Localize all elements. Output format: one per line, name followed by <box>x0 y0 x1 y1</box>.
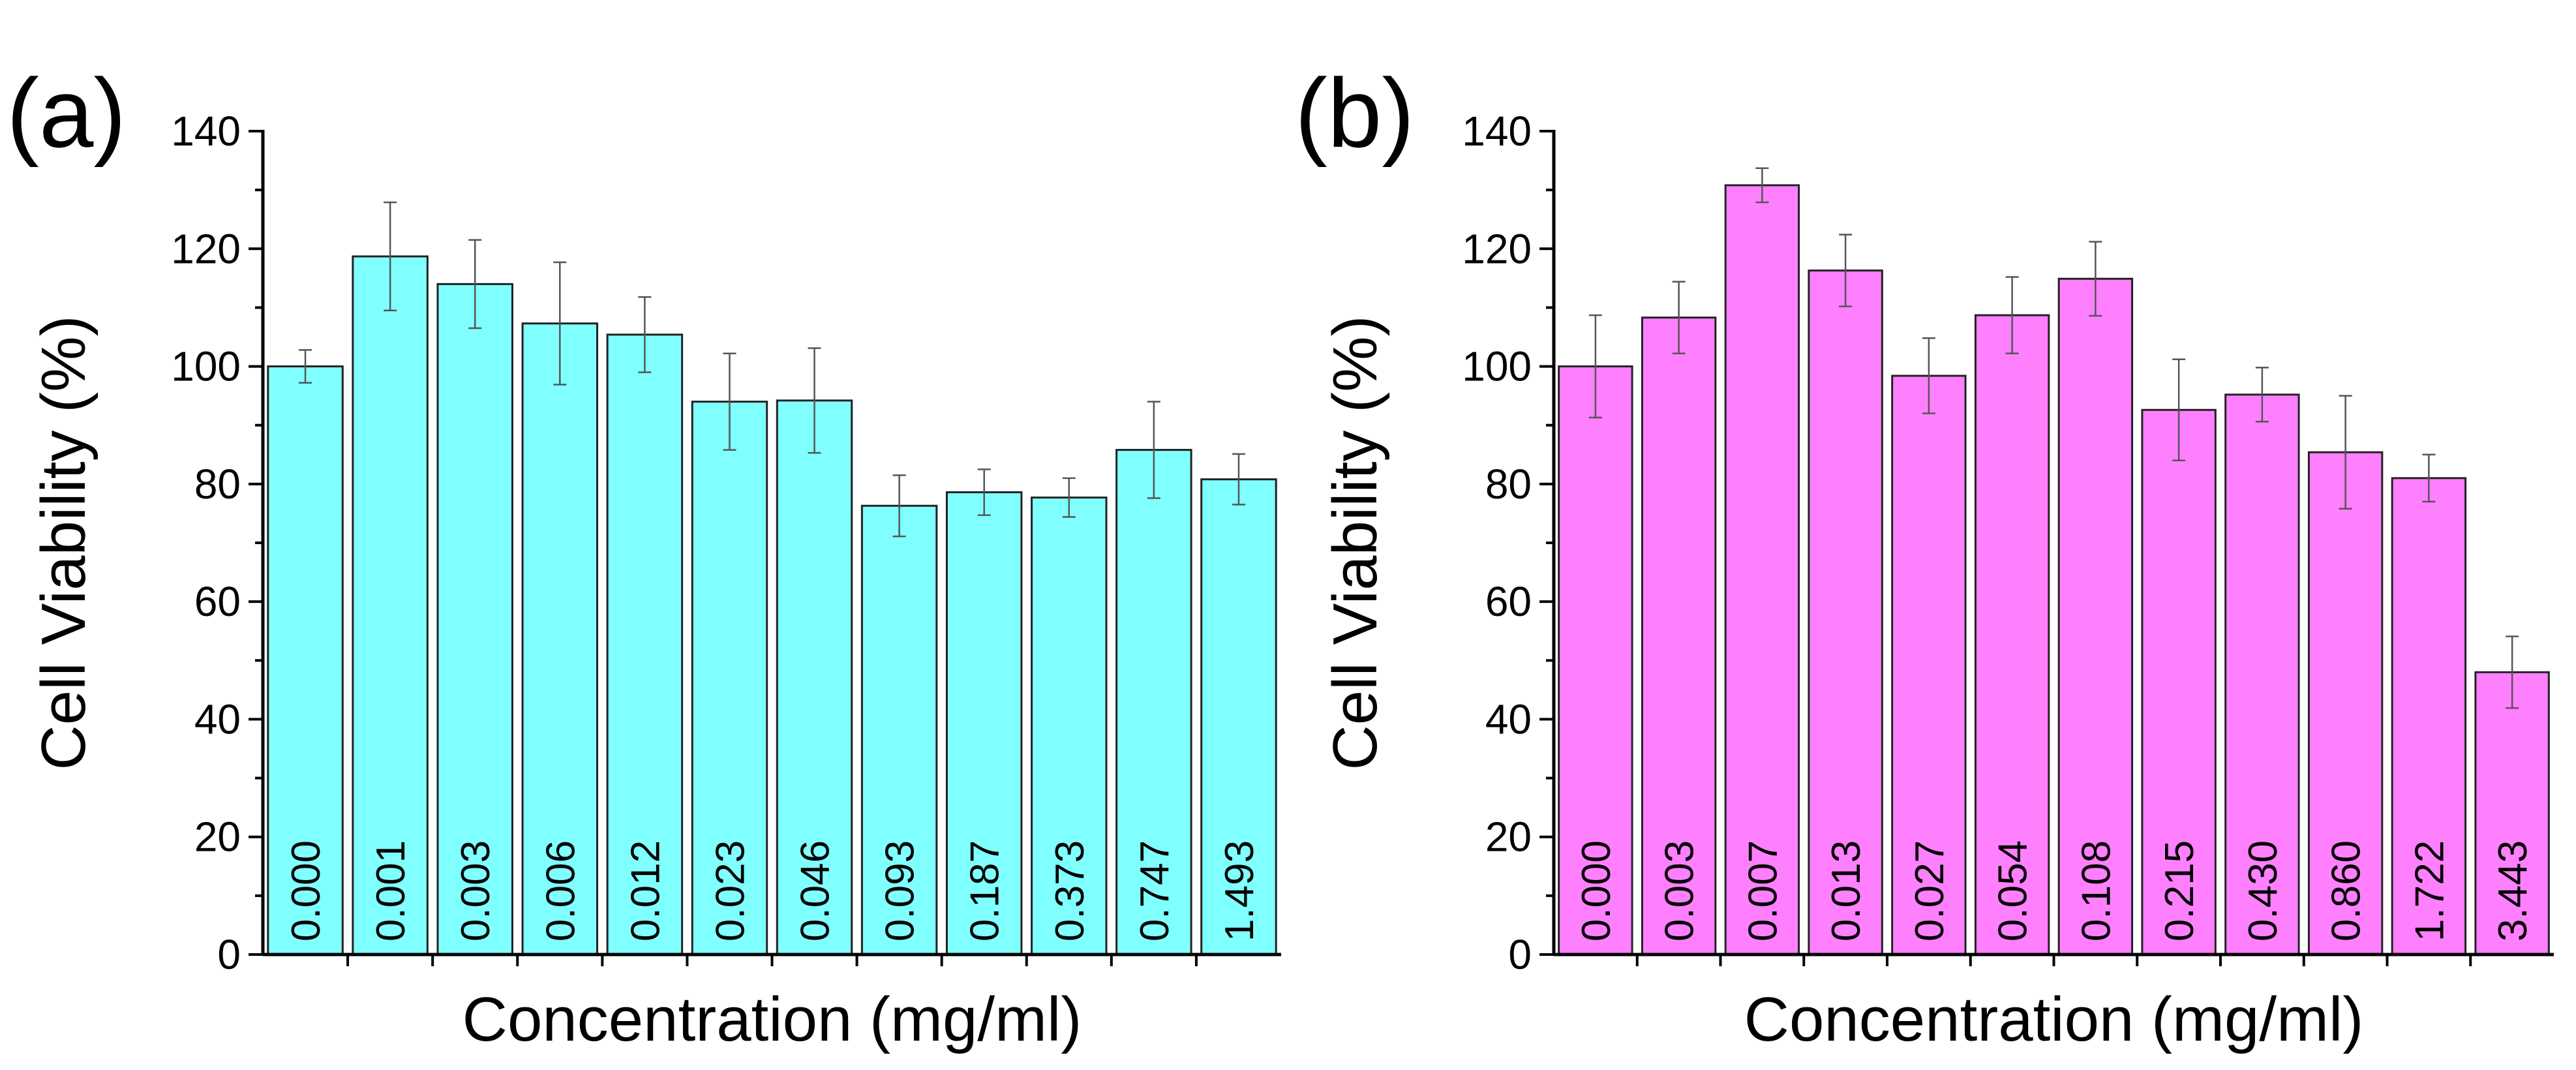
bar <box>2141 408 2217 956</box>
y-tick-label: 120 <box>171 225 241 272</box>
category-label: 0.003 <box>453 840 498 941</box>
error-bar <box>1839 234 1853 307</box>
category-label: 0.006 <box>538 840 583 941</box>
y-tick-label: 100 <box>1462 343 1532 390</box>
error-bar <box>1588 314 1602 419</box>
error-bar <box>1755 167 1769 204</box>
error-bar <box>553 261 567 386</box>
bar <box>2057 277 2134 956</box>
error-bar <box>977 468 991 516</box>
bar <box>1891 374 1967 956</box>
bar <box>267 365 344 956</box>
category-label: 3.443 <box>2491 840 2536 941</box>
bar <box>1558 365 1633 956</box>
category-label: 1.493 <box>1217 840 1262 941</box>
bar <box>776 399 853 956</box>
category-label: 0.215 <box>2157 840 2202 941</box>
y-tick-label: 20 <box>194 814 241 861</box>
error-bar <box>2255 367 2269 423</box>
bar <box>860 504 938 956</box>
y-tick-label: 40 <box>1485 696 1532 742</box>
error-bar <box>1922 337 1935 414</box>
bar <box>1641 316 1717 956</box>
category-label: 1.722 <box>2407 840 2452 941</box>
error-bar <box>1672 281 1686 354</box>
bar <box>436 283 513 956</box>
y-tick-label: 60 <box>194 578 241 625</box>
category-label: 0.000 <box>1574 840 1619 941</box>
category-label: 0.054 <box>1991 840 2036 941</box>
category-label: 0.012 <box>623 840 668 941</box>
error-bar <box>723 352 736 451</box>
bar <box>1115 449 1192 956</box>
category-label: 0.023 <box>708 840 753 941</box>
bar <box>1974 314 2050 956</box>
category-label: 0.003 <box>1658 840 1703 941</box>
category-label: 0.747 <box>1132 840 1177 941</box>
panel-label: (a) <box>7 58 126 168</box>
error-bar <box>1147 401 1160 499</box>
error-bar <box>2005 276 2019 354</box>
category-label: 0.013 <box>1824 840 1869 941</box>
category-label: 0.001 <box>369 840 414 941</box>
bar <box>2391 477 2467 956</box>
error-bar <box>384 201 397 312</box>
bar <box>1724 184 1800 956</box>
panel-label: (b) <box>1295 58 1414 168</box>
category-label: 0.046 <box>793 840 838 941</box>
error-bar <box>2422 453 2436 503</box>
error-bar <box>1062 477 1076 518</box>
y-axis-label: Cell Viability (%) <box>29 315 98 770</box>
y-tick-label: 60 <box>1485 578 1532 625</box>
y-tick-label: 0 <box>1508 931 1532 978</box>
error-bar <box>1232 453 1245 506</box>
error-bar <box>638 296 652 373</box>
y-axis-label: Cell Viability (%) <box>1320 315 1390 770</box>
bar <box>945 491 1023 956</box>
category-label: 0.000 <box>284 840 329 941</box>
category-label: 0.187 <box>963 840 1008 941</box>
y-tick-label: 80 <box>1485 461 1532 508</box>
bar <box>1200 478 1277 956</box>
bar <box>2307 451 2384 956</box>
error-bar <box>299 349 312 384</box>
x-axis-label: Concentration (mg/ml) <box>462 985 1082 1054</box>
category-label: 0.027 <box>1907 840 1952 941</box>
bar <box>2474 671 2550 956</box>
y-tick-label: 100 <box>171 343 241 390</box>
error-bar <box>892 474 906 538</box>
y-tick-label: 20 <box>1485 814 1532 861</box>
y-tick-label: 140 <box>1462 108 1532 155</box>
error-bar <box>808 347 821 454</box>
error-bar <box>2506 635 2519 709</box>
category-label: 0.860 <box>2324 840 2369 941</box>
category-label: 0.430 <box>2241 840 2286 941</box>
chart-panel-b: (b) 0.000 0.003 0.007 0.013 0.027 0.054 0.108 0.… <box>1295 58 2554 1054</box>
x-axis-label: Concentration (mg/ml) <box>1744 985 2364 1054</box>
y-tick-label: 120 <box>1462 225 1532 272</box>
chart-panel-a: (a) 0.000 0.001 0.003 0.006 0.012 0.023 0.046 0.… <box>7 58 1281 1054</box>
category-label: 0.007 <box>1740 840 1785 941</box>
error-bar <box>2339 395 2352 510</box>
error-bar <box>2172 358 2186 462</box>
y-tick-label: 40 <box>194 696 241 742</box>
error-bar <box>468 239 482 329</box>
error-bar <box>2089 241 2102 317</box>
y-tick-label: 0 <box>217 931 241 978</box>
y-tick-label: 80 <box>194 461 241 508</box>
category-label: 0.373 <box>1048 840 1093 941</box>
category-label: 0.108 <box>2074 840 2119 941</box>
y-tick-label: 140 <box>171 108 241 155</box>
category-label: 0.093 <box>878 840 923 941</box>
